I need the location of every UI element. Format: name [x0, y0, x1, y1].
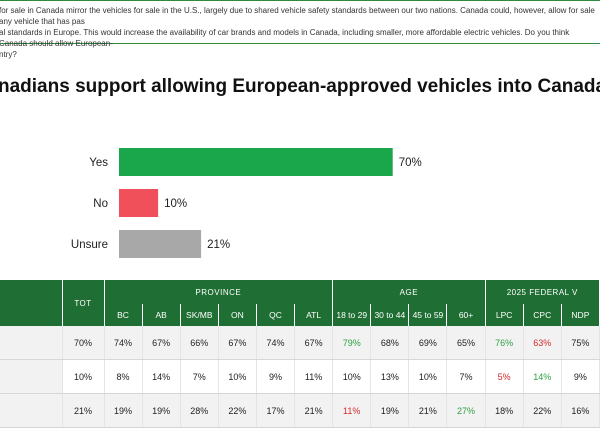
- table-cell: 8%: [104, 359, 143, 394]
- table-cell: 22%: [523, 393, 562, 428]
- column-header: BC: [104, 304, 143, 326]
- table-cell: 75%: [561, 326, 600, 360]
- table-cell: 18%: [485, 393, 524, 428]
- column-header: CPC: [523, 304, 562, 326]
- table-column-header: BC AB SK/MB ON QC ATL 18 to 29 30 to 44 45 to 59…: [0, 304, 600, 326]
- tot-cell: 21%: [62, 393, 105, 428]
- table-cell: 5%: [485, 359, 524, 394]
- results-table: TOT PROVINCE AGE 2025 FEDERAL V BC AB SK/MB O…: [0, 280, 600, 428]
- table-cell: 21%: [294, 393, 334, 428]
- column-header: QC: [256, 304, 296, 326]
- table-cell: 67%: [218, 326, 257, 360]
- table-cell: 66%: [180, 326, 219, 360]
- column-header: 18 to 29: [332, 304, 372, 326]
- column-header: SK/MB: [180, 304, 219, 326]
- column-header: ATL: [294, 304, 334, 326]
- column-header: 45 to 59: [408, 304, 448, 326]
- table-cell: 65%: [446, 326, 486, 360]
- table-row: 21% 19% 19% 28% 22% 17% 21% 11% 19% 21% 27% 18% 22% 1…: [0, 393, 600, 428]
- table-cell: 13%: [370, 359, 410, 394]
- tot-cell: 70%: [62, 326, 105, 360]
- table-cell: 14%: [523, 359, 562, 394]
- row-label-cell: [0, 326, 63, 360]
- column-header: AB: [142, 304, 181, 326]
- table-cell: 7%: [446, 359, 486, 394]
- value-label: 10%: [164, 198, 187, 210]
- table-cell: 10%: [332, 359, 372, 394]
- table-cell: 28%: [180, 393, 219, 428]
- table-cell: 9%: [561, 359, 600, 394]
- tot-cell: 10%: [62, 359, 105, 394]
- group-header: AGE: [332, 280, 486, 304]
- table-cell: 67%: [294, 326, 334, 360]
- category-label: Unsure: [71, 239, 108, 251]
- table-cell: 9%: [256, 359, 296, 394]
- table-cell: 16%: [561, 393, 600, 428]
- table-cell: 63%: [523, 326, 562, 360]
- group-header: PROVINCE: [104, 280, 334, 304]
- table-cell: 74%: [104, 326, 143, 360]
- column-header: NDP: [561, 304, 600, 326]
- table-row: 70% 74% 67% 66% 67% 74% 67% 79% 68% 69% 65% 76% 63% 7…: [0, 326, 600, 360]
- tot-header: TOT: [62, 280, 105, 326]
- column-header: 30 to 44: [370, 304, 410, 326]
- group-header: 2025 FEDERAL V: [485, 280, 600, 304]
- table-cell: 27%: [446, 393, 486, 428]
- table-cell: 19%: [142, 393, 181, 428]
- table-cell: 74%: [256, 326, 296, 360]
- column-header: 60+: [446, 304, 486, 326]
- category-label: No: [93, 198, 108, 210]
- category-label: Yes: [89, 157, 108, 169]
- row-label-header: [0, 280, 63, 326]
- value-label: 21%: [207, 239, 230, 251]
- table-cell: 19%: [370, 393, 410, 428]
- table-cell: 19%: [104, 393, 143, 428]
- table-cell: 76%: [485, 326, 524, 360]
- question-text: for sale in Canada mirror the vehicles f…: [0, 6, 595, 59]
- table-cell: 14%: [142, 359, 181, 394]
- bar-chart: Yes 70% No 10% Unsure 21%: [71, 148, 422, 258]
- bar-yes: [119, 148, 393, 176]
- table-cell: 11%: [332, 393, 372, 428]
- table-cell: 10%: [218, 359, 257, 394]
- question-box: for sale in Canada mirror the vehicles f…: [0, 0, 600, 59]
- table-cell: 22%: [218, 393, 257, 428]
- table-group-header: TOT PROVINCE AGE 2025 FEDERAL V: [0, 280, 600, 326]
- bar-no: [119, 189, 159, 217]
- table-cell: 10%: [408, 359, 448, 394]
- table-cell: 21%: [408, 393, 448, 428]
- table-body: 70% 74% 67% 66% 67% 74% 67% 79% 68% 69% 65% 76% 63% 7…: [0, 326, 600, 428]
- row-label-cell: [0, 359, 63, 394]
- table-cell: 11%: [294, 359, 334, 394]
- bar-unsure: [119, 230, 202, 258]
- table-cell: 69%: [408, 326, 448, 360]
- table-row: 10% 8% 14% 7% 10% 9% 11% 10% 13% 10% 7% 5% 14% 9%: [0, 359, 600, 394]
- table-cell: 68%: [370, 326, 410, 360]
- chart-headline: nadians support allowing European-approv…: [0, 76, 600, 97]
- table-cell: 79%: [332, 326, 372, 360]
- value-label: 70%: [399, 157, 422, 169]
- column-header: ON: [218, 304, 257, 326]
- table-cell: 67%: [142, 326, 181, 360]
- row-label-cell: [0, 393, 63, 428]
- table-cell: 7%: [180, 359, 219, 394]
- table-cell: 17%: [256, 393, 296, 428]
- column-header: LPC: [485, 304, 524, 326]
